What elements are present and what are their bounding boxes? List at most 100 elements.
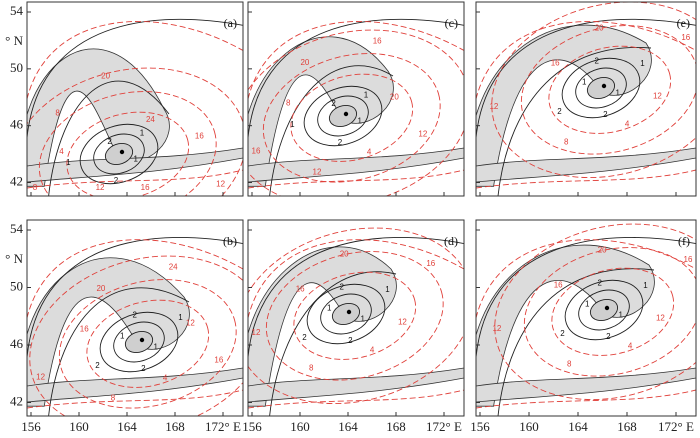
x-tick-label: 160 [519, 419, 539, 434]
dashed-contour-label: 12 [656, 313, 665, 322]
dashed-contour-label: 4 [628, 341, 633, 350]
dashed-contour-label: 12 [36, 373, 45, 382]
dashed-contour [491, 2, 696, 179]
dashed-contour-label: 20 [101, 71, 110, 80]
y-tick-label: 50 [10, 278, 23, 293]
dashed-contour-label: 12 [418, 130, 427, 139]
solid-contour-label: 2 [302, 333, 307, 342]
solid-contour [561, 57, 641, 119]
solid-contour [586, 77, 616, 99]
solid-contour-label: 2 [557, 107, 562, 116]
dashed-contour-label: 24 [146, 115, 155, 124]
dashed-contour [248, 29, 464, 196]
solid-contour-label: 1 [385, 285, 390, 294]
solid-contour [578, 289, 630, 331]
shaded-strip [248, 147, 464, 183]
solid-contour [476, 18, 696, 138]
dashed-contour [27, 67, 243, 196]
dashed-contour [66, 111, 190, 196]
dashed-contour [262, 53, 441, 183]
dashed-contour-label: 8 [564, 137, 569, 146]
solid-contour-label: 2 [348, 336, 353, 345]
shaded-strip [27, 367, 243, 403]
dashed-contour [248, 239, 464, 319]
dashed-contour-label: 16 [252, 147, 261, 156]
dashed-contour [476, 169, 696, 189]
dashed-contour-label: 12 [252, 328, 261, 337]
panel-frame [247, 219, 465, 417]
solid-contour [476, 237, 696, 358]
shaded-band [27, 257, 190, 407]
panel-label: (c) [445, 16, 458, 30]
solid-contour-label: 1 [643, 281, 648, 290]
dashed-contour [27, 169, 243, 189]
solid-contour-label: 1 [585, 300, 590, 309]
solid-contour-label: 2 [114, 176, 119, 185]
dashed-contour-label: 16 [195, 132, 204, 141]
solid-contour [104, 143, 134, 165]
x-tick-label: 156 [242, 419, 262, 434]
solid-contour [99, 311, 179, 373]
dashed-contour-label: 4 [163, 373, 168, 382]
panel-frame [26, 1, 244, 197]
dashed-contour-label: 12 [216, 180, 225, 189]
x-tick-label: 168 [386, 419, 406, 434]
dashed-contour [476, 239, 696, 319]
solid-contour-label: 1 [364, 91, 369, 100]
panel-frame [247, 1, 465, 197]
solid-contour [317, 95, 369, 137]
dashed-contour [27, 239, 243, 319]
dashed-contour-label: 8 [33, 183, 38, 192]
dashed-contour-label: 12 [313, 168, 322, 177]
panel-frame [26, 219, 244, 417]
dashed-contour-label: 12 [186, 319, 195, 328]
dashed-contour-label: 8 [55, 109, 60, 118]
solid-contour [248, 18, 464, 138]
solid-contour [269, 65, 394, 196]
dashed-contour-label: 16 [681, 33, 690, 42]
panel-label: (f) [678, 234, 690, 248]
dashed-contour-label: 16 [551, 58, 560, 67]
dashed-contour-label: 20 [390, 93, 399, 102]
solid-contour [48, 287, 190, 416]
solid-contour-label: 1 [178, 313, 183, 322]
dashed-contour-label: 20 [598, 246, 607, 255]
dashed-contour [29, 255, 243, 416]
solid-contour [306, 283, 386, 345]
dashed-contour-label: 20 [96, 284, 105, 293]
shaded-strip [476, 147, 696, 183]
x-tick-label: 164 [117, 419, 137, 434]
solid-contour-label: 1 [120, 332, 125, 341]
solid-contour-label: 1 [619, 311, 624, 320]
dashed-contour-label: 16 [214, 356, 223, 365]
solid-contour-label: 2 [597, 278, 602, 287]
dashed-contour-label: 4 [367, 147, 372, 156]
dashed-contour-label: 12 [492, 324, 501, 333]
solid-contour [320, 293, 372, 335]
dashed-contour [248, 21, 464, 100]
solid-contour-label: 2 [339, 282, 344, 291]
dashed-contour [290, 73, 414, 162]
panel-label: (b) [223, 234, 237, 248]
x-tick-label: 156 [21, 419, 41, 434]
solid-contour [248, 237, 464, 358]
y-tick-label: 50 [10, 60, 23, 75]
dashed-contour-label: 16 [426, 259, 435, 268]
cyclone-centre [343, 111, 349, 117]
dashed-contour [476, 21, 696, 100]
solid-contour-label: 1 [582, 78, 587, 87]
solid-contour-label: 2 [132, 310, 137, 319]
solid-contour-label: 1 [327, 304, 332, 313]
solid-contour [575, 67, 627, 109]
dashed-contour-label: 8 [567, 359, 572, 368]
y-tick-label: 42 [10, 174, 23, 189]
panel-label: (a) [224, 16, 237, 30]
dashed-contour [494, 223, 696, 401]
